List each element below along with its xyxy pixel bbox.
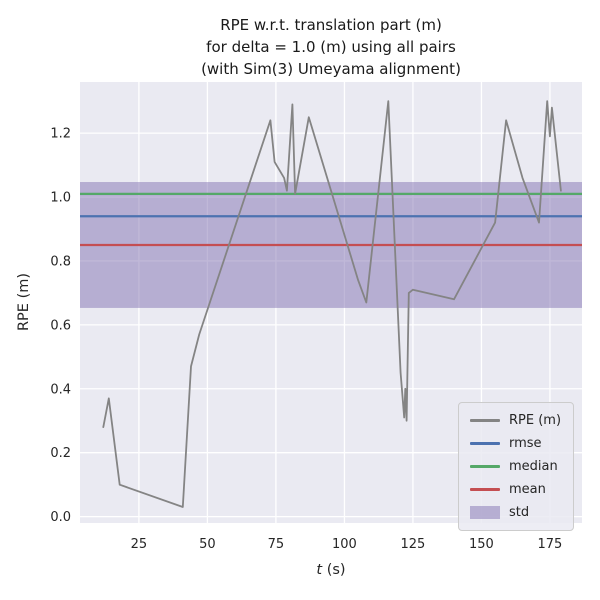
legend: RPE (m) rmse median mean std (458, 402, 574, 531)
y-tick-label: 1.2 (50, 127, 71, 142)
legend-entry-median: median (459, 455, 573, 478)
x-tick-label: 75 (268, 537, 285, 552)
legend-entry-std: std (459, 501, 573, 524)
legend-label-rpe: RPE (m) (509, 413, 562, 428)
y-axis-label: RPE (m) (16, 272, 32, 332)
legend-entry-rpe: RPE (m) (459, 409, 573, 432)
legend-label-std: std (509, 505, 530, 520)
x-tick-label: 125 (401, 537, 426, 552)
x-tick-label: 100 (332, 537, 357, 552)
legend-line-swatch-mean (470, 488, 500, 491)
y-tick-label: 1.0 (50, 191, 71, 206)
legend-line-swatch-median (470, 465, 500, 468)
chart-title-line-2: for delta = 1.0 (m) using all pairs (206, 38, 456, 56)
legend-line-swatch-rmse (470, 442, 500, 445)
y-tick-label: 0.2 (50, 446, 71, 461)
x-axis-label-variable: t (316, 562, 323, 578)
y-tick-label: 0.6 (50, 318, 71, 333)
x-tick-label: 150 (469, 537, 494, 552)
rpe-series-line (102, 100, 562, 508)
x-tick-label: 25 (131, 537, 148, 552)
chart-title: RPE w.r.t. translation part (m) for delt… (80, 14, 582, 80)
chart-title-line-1: RPE w.r.t. translation part (m) (220, 16, 442, 34)
x-axis-label-unit: (s) (326, 562, 346, 578)
x-axis-label: t (s) (316, 562, 345, 578)
legend-label-mean: mean (509, 482, 546, 497)
legend-label-median: median (509, 459, 558, 474)
y-tick-label: 0.0 (50, 510, 71, 525)
legend-entry-rmse: rmse (459, 432, 573, 455)
x-tick-label: 50 (199, 537, 216, 552)
legend-entry-mean: mean (459, 478, 573, 501)
x-tick-label: 175 (538, 537, 563, 552)
legend-line-swatch-rpe (470, 419, 500, 422)
chart-title-line-3: (with Sim(3) Umeyama alignment) (201, 60, 461, 78)
legend-label-rmse: rmse (509, 436, 542, 451)
legend-patch-swatch-std (470, 506, 500, 519)
y-tick-label: 0.4 (50, 382, 71, 397)
y-tick-label: 0.8 (50, 254, 71, 269)
